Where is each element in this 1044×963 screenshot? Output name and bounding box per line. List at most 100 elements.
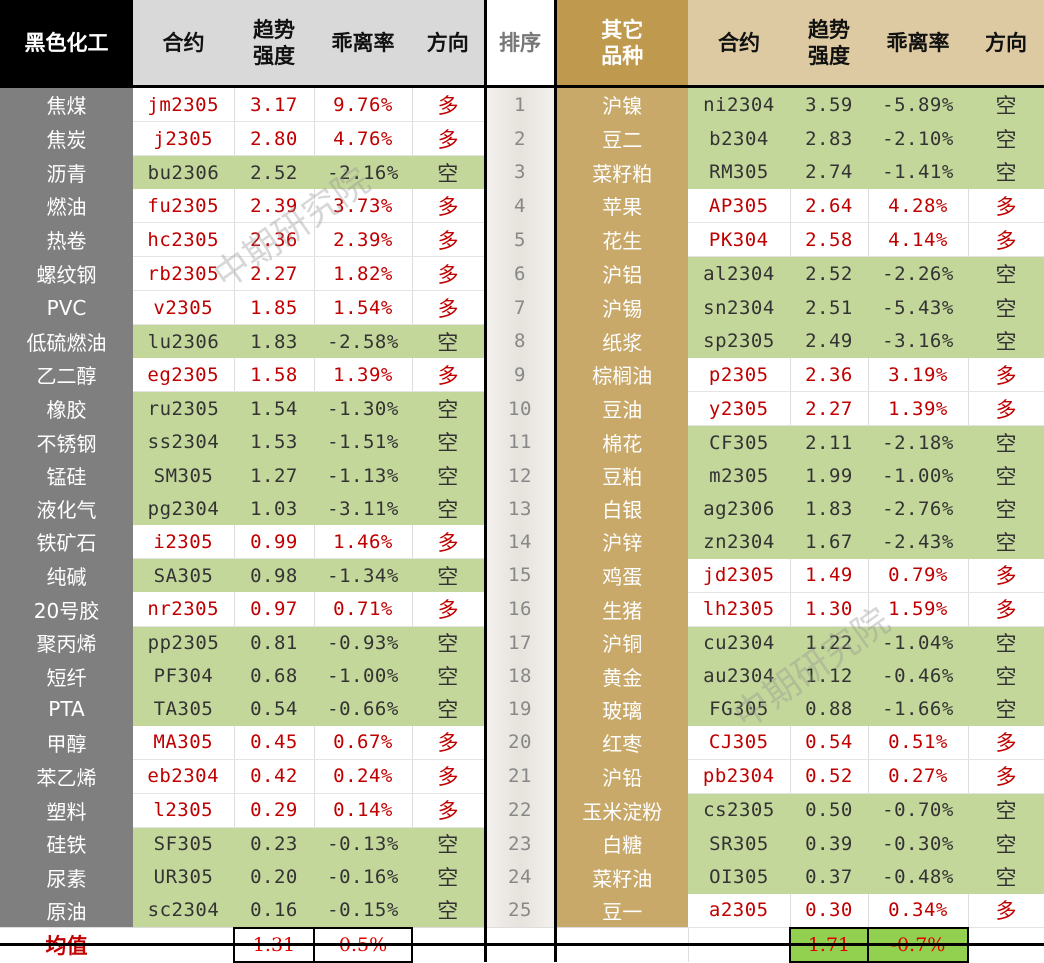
left-contract: eb2304 bbox=[133, 759, 235, 794]
left-contract: SF305 bbox=[133, 827, 234, 861]
header-rank: 排序 bbox=[483, 0, 557, 88]
header-right-direction: 方向 bbox=[968, 0, 1044, 88]
right-direction: 多 bbox=[968, 222, 1044, 257]
right-deviation: -1.41% bbox=[868, 155, 968, 189]
right-variety-name: 玉米淀粉 bbox=[555, 793, 688, 827]
right-variety-name: 豆一 bbox=[555, 893, 688, 928]
left-variety-name: 焦煤 bbox=[0, 86, 133, 122]
right-variety-name: 棕榈油 bbox=[555, 358, 688, 392]
right-deviation: 4.14% bbox=[868, 222, 969, 257]
rank-number: 4 bbox=[483, 189, 557, 223]
left-direction: 空 bbox=[412, 893, 485, 928]
table-row: 橡胶 ru2305 1.54 -1.30% 空 10 豆油 y2305 2.27 1.39% 多 bbox=[0, 391, 1044, 426]
left-contract: i2305 bbox=[133, 525, 235, 559]
rank-number: 2 bbox=[483, 121, 557, 156]
left-direction: 多 bbox=[412, 592, 486, 627]
left-contract: pg2304 bbox=[133, 492, 234, 525]
rank-number: 23 bbox=[483, 827, 557, 861]
right-strength: 2.36 bbox=[790, 358, 869, 392]
left-direction: 空 bbox=[412, 860, 485, 894]
rank-number: 14 bbox=[483, 525, 557, 559]
right-deviation: -0.70% bbox=[868, 793, 968, 827]
rank-number: 1 bbox=[483, 86, 557, 122]
left-contract: ru2305 bbox=[133, 391, 234, 426]
right-strength: 2.83 bbox=[790, 121, 868, 156]
table-row: 不锈钢 ss2304 1.53 -1.51% 空 11 棉花 CF305 2.11 -2.18% 空 bbox=[0, 425, 1044, 459]
left-contract: bu2306 bbox=[133, 155, 234, 189]
right-deviation: -5.43% bbox=[868, 290, 968, 325]
right-contract: b2304 bbox=[688, 121, 790, 156]
table-row: 沥青 bu2306 2.52 -2.16% 空 3 菜籽粕 RM305 2.74 -1.41% 空 bbox=[0, 155, 1044, 189]
right-contract: p2305 bbox=[688, 358, 791, 392]
right-variety-name: 苹果 bbox=[555, 189, 688, 223]
right-direction: 多 bbox=[968, 189, 1044, 223]
right-strength: 0.54 bbox=[790, 725, 869, 760]
right-contract: sp2305 bbox=[688, 324, 790, 358]
table-row: 锰硅 SM305 1.27 -1.13% 空 12 豆粕 m2305 1.99 -1.00% 空 bbox=[0, 459, 1044, 492]
right-variety-name: 玻璃 bbox=[555, 692, 688, 726]
table-row: 塑料 l2305 0.29 0.14% 多 22 玉米淀粉 cs2305 0.50 -0.70% 空 bbox=[0, 793, 1044, 828]
left-variety-name: 甲醇 bbox=[0, 725, 133, 759]
left-deviation: 0.71% bbox=[314, 592, 413, 627]
right-strength: 1.22 bbox=[790, 626, 868, 660]
header-right-deviation: 乖离率 bbox=[868, 0, 968, 88]
rank-number: 13 bbox=[483, 492, 557, 525]
header-left-direction: 方向 bbox=[412, 0, 485, 88]
right-strength: 1.99 bbox=[790, 459, 868, 492]
left-variety-name: 乙二醇 bbox=[0, 358, 133, 392]
right-strength: 2.74 bbox=[790, 155, 868, 189]
left-contract: UR305 bbox=[133, 860, 234, 894]
right-direction: 空 bbox=[968, 692, 1044, 726]
right-strength: 1.30 bbox=[790, 592, 869, 627]
header-right-category: 其它 品种 bbox=[555, 0, 688, 88]
rank-number: 6 bbox=[483, 256, 557, 291]
left-variety-name: 燃油 bbox=[0, 189, 133, 223]
right-deviation: 3.19% bbox=[868, 358, 969, 392]
left-variety-name: 20号胶 bbox=[0, 592, 133, 626]
right-deviation: -1.04% bbox=[868, 626, 968, 660]
left-strength: 0.98 bbox=[234, 558, 314, 592]
left-direction: 多 bbox=[412, 525, 486, 559]
right-direction: 空 bbox=[968, 425, 1044, 459]
left-deviation: 0.67% bbox=[314, 725, 413, 760]
rank-number: 7 bbox=[483, 290, 557, 325]
left-variety-name: 原油 bbox=[0, 893, 133, 928]
right-direction: 空 bbox=[968, 626, 1044, 660]
left-strength: 2.36 bbox=[234, 222, 315, 257]
right-strength: 2.51 bbox=[790, 290, 868, 325]
table-row: 铁矿石 i2305 0.99 1.46% 多 14 沪锌 zn2304 1.67 -2.43% 空 bbox=[0, 525, 1044, 559]
right-strength: 2.58 bbox=[790, 222, 869, 257]
header-left-deviation: 乖离率 bbox=[314, 0, 412, 88]
left-deviation: -0.13% bbox=[314, 827, 412, 861]
right-deviation: -0.48% bbox=[868, 860, 968, 894]
right-deviation: -0.30% bbox=[868, 827, 968, 861]
right-variety-name: 豆粕 bbox=[555, 459, 688, 492]
rank-number: 5 bbox=[483, 222, 557, 257]
left-direction: 空 bbox=[412, 558, 485, 592]
right-strength: 1.83 bbox=[790, 492, 868, 525]
left-variety-name: 铁矿石 bbox=[0, 525, 133, 559]
table-row: 短纤 PF304 0.68 -1.00% 空 18 黄金 au2304 1.12 -0.46% 空 bbox=[0, 659, 1044, 693]
left-contract: l2305 bbox=[133, 793, 235, 828]
left-deviation: 0.14% bbox=[314, 793, 413, 828]
right-variety-name: 菜籽粕 bbox=[555, 155, 688, 189]
left-variety-name: PVC bbox=[0, 290, 133, 325]
right-deviation: -2.18% bbox=[868, 425, 968, 459]
table-row: 低硫燃油 lu2306 1.83 -2.58% 空 8 纸浆 sp2305 2.49 -3.16%… bbox=[0, 324, 1044, 358]
left-strength: 1.53 bbox=[234, 425, 314, 459]
table-row: 甲醇 MA305 0.45 0.67% 多 20 红枣 CJ305 0.54 0.51% 多 bbox=[0, 725, 1044, 760]
left-variety-name: 沥青 bbox=[0, 155, 133, 189]
right-variety-name: 生猪 bbox=[555, 592, 688, 626]
right-deviation: -0.46% bbox=[868, 659, 968, 693]
table-row: 苯乙烯 eb2304 0.42 0.24% 多 21 沪铅 pb2304 0.52 0.27% 多 bbox=[0, 759, 1044, 794]
left-direction: 空 bbox=[412, 626, 485, 660]
rank-number: 21 bbox=[483, 759, 557, 793]
left-variety-name: 苯乙烯 bbox=[0, 759, 133, 793]
left-variety-name: 硅铁 bbox=[0, 827, 133, 861]
left-contract: MA305 bbox=[133, 725, 235, 760]
right-contract: au2304 bbox=[688, 659, 790, 693]
left-strength: 0.97 bbox=[234, 592, 315, 627]
left-deviation: 3.73% bbox=[314, 189, 413, 223]
left-contract: PF304 bbox=[133, 659, 234, 693]
